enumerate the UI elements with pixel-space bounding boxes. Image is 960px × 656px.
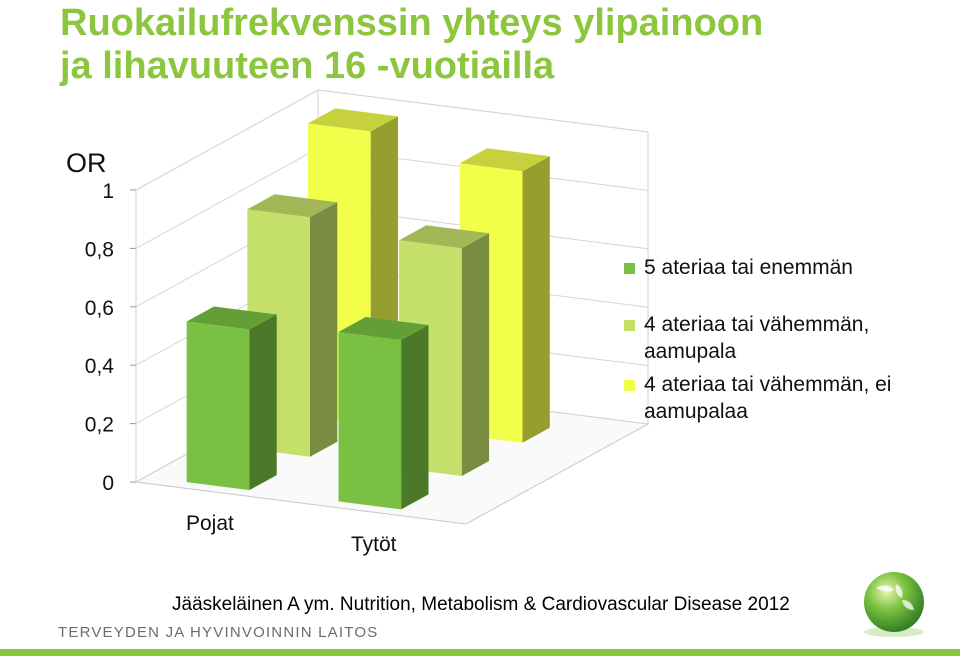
legend-label-4-meals-breakfast: 4 ateriaa tai vähemmän, aamupala xyxy=(644,313,870,363)
footer-accent-line xyxy=(0,649,960,656)
y-axis-ticks: 0 0,2 0,4 0,6 0,8 1 xyxy=(85,180,136,495)
legend-swatch-5-meals xyxy=(624,263,635,274)
bar-top-face xyxy=(459,148,550,172)
bar-side-face xyxy=(249,314,277,491)
legend-item-4-meals-breakfast: 4 ateriaa tai vähemmän, aamupala xyxy=(624,311,944,365)
bar-side-face xyxy=(461,233,490,476)
chart-legend: 5 ateriaa tai enemmän 4 ateriaa tai vähe… xyxy=(624,254,944,425)
y-tick-label: 1 xyxy=(102,180,114,203)
bar-pojat-series-1 xyxy=(186,306,277,491)
bar-top-face xyxy=(308,108,398,132)
gridline xyxy=(135,89,649,191)
y-tick-label: 0,8 xyxy=(85,238,114,261)
legend-item-5-meals: 5 ateriaa tai enemmän xyxy=(624,254,944,281)
legend-label-4-meals-no-breakfast: 4 ateriaa tai vähemmän, ei aamupalaa xyxy=(644,373,892,423)
legend-label-5-meals: 5 ateriaa tai enemmän xyxy=(644,256,853,279)
bar-side-face xyxy=(401,325,429,510)
y-tick-label: 0 xyxy=(102,472,114,495)
bar-side-face xyxy=(522,156,550,443)
x-tick-label-pojat: Pojat xyxy=(186,512,234,535)
y-axis-label: OR xyxy=(66,148,107,178)
slide-title-line-2: ja lihavuuteen 16 -vuotiailla xyxy=(60,45,555,87)
bar-top-face xyxy=(247,194,338,218)
x-tick-label-tytot: Tytöt xyxy=(351,533,397,556)
citation: Jääskeläinen A ym. Nutrition, Metabolism… xyxy=(172,594,790,615)
organization-name: TERVEYDEN JA HYVINVOINNIN LAITOS xyxy=(58,624,379,641)
bar-tytöt-series-1 xyxy=(338,317,429,510)
slide-title: Ruokailufrekvenssin yhteys ylipainoon ja… xyxy=(60,2,763,88)
bar-top-face xyxy=(338,317,429,340)
y-tick-label: 0,4 xyxy=(85,355,115,378)
bar-side-face xyxy=(310,202,338,457)
bar-front-face xyxy=(186,321,250,491)
legend-swatch-4-meals-breakfast xyxy=(624,320,635,331)
chart-bars xyxy=(186,108,550,510)
bar-chart-3d: 0 0,2 0,4 0,6 0,8 1 OR Pojat Tytöt xyxy=(66,89,650,556)
y-tick-label: 0,2 xyxy=(85,414,114,437)
slide-title-line-1: Ruokailufrekvenssin yhteys ylipainoon xyxy=(60,2,764,44)
legend-item-4-meals-no-breakfast: 4 ateriaa tai vähemmän, ei aamupalaa xyxy=(624,371,944,425)
bar-front-face xyxy=(338,332,402,510)
legend-swatch-4-meals-no-breakfast xyxy=(624,380,635,391)
bar-top-face xyxy=(186,306,277,330)
green-globe-logo-icon xyxy=(864,572,924,637)
bar-top-face xyxy=(399,225,490,249)
y-tick-label: 0,6 xyxy=(85,297,114,320)
